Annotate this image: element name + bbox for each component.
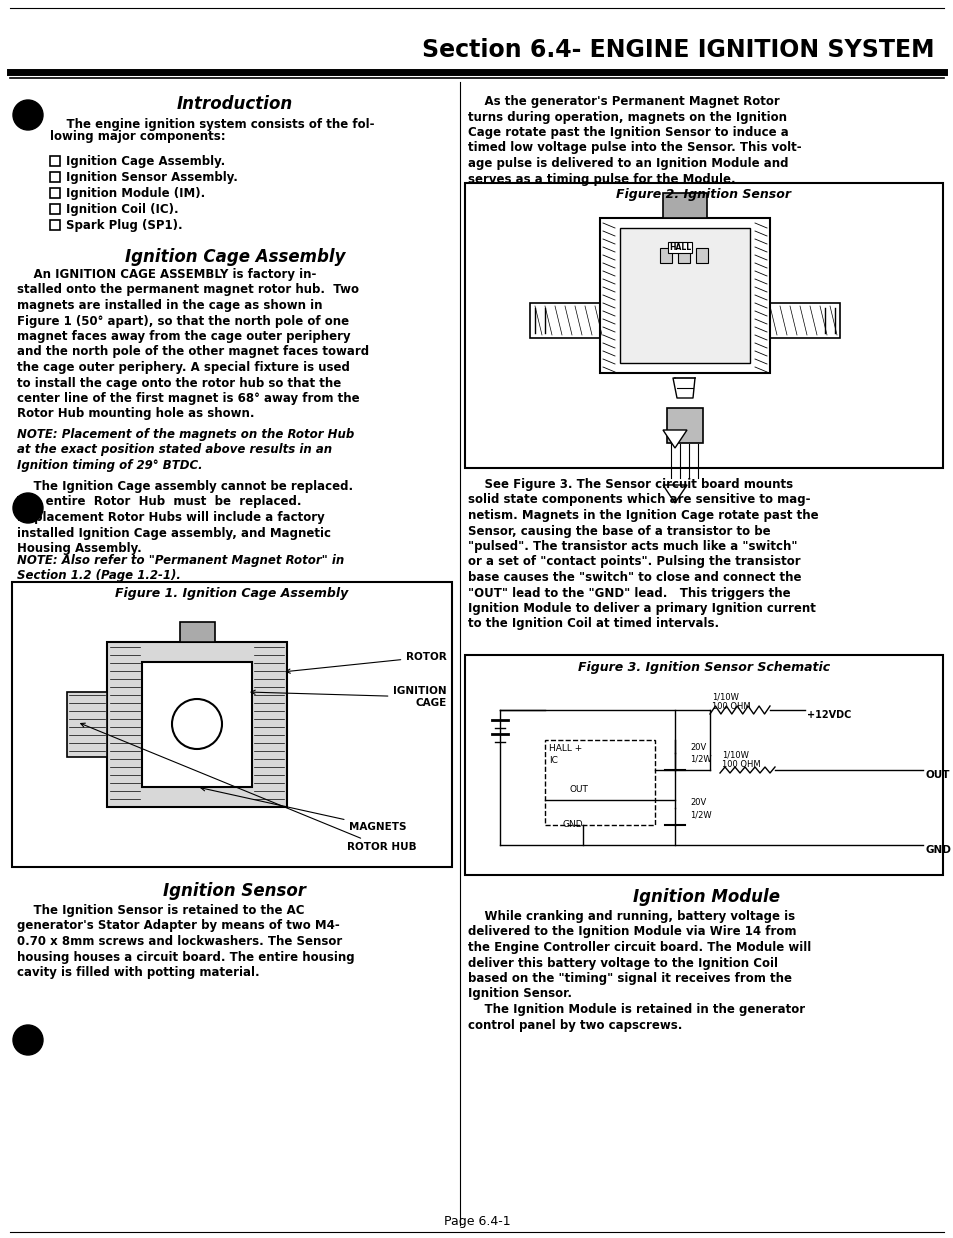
Text: 1/2W: 1/2W [689, 810, 711, 820]
Text: Ignition Cage Assembly.: Ignition Cage Assembly. [66, 155, 225, 168]
Bar [666, 409, 702, 443]
Text: OUT: OUT [925, 770, 949, 780]
Bar [696, 248, 707, 262]
Bar [142, 662, 252, 787]
Text: +12VDC: +12VDC [806, 711, 850, 721]
Text: Ignition Module: Ignition Module [633, 888, 780, 906]
Bar [50, 188, 60, 198]
Bar [50, 220, 60, 230]
Bar [107, 643, 287, 807]
Text: Ignition Cage Assembly: Ignition Cage Assembly [125, 248, 345, 266]
Bar [50, 172, 60, 182]
Circle shape [13, 100, 43, 130]
Bar [544, 740, 655, 825]
Bar [464, 183, 942, 468]
Text: Ignition Sensor Assembly.: Ignition Sensor Assembly. [66, 171, 237, 184]
Text: Ignition Module (IM).: Ignition Module (IM). [66, 187, 205, 201]
Text: Figure 1. Ignition Cage Assembly: Figure 1. Ignition Cage Assembly [115, 587, 348, 600]
Text: 1/2W: 1/2W [689, 755, 711, 764]
Text: An IGNITION CAGE ASSEMBLY is factory in-
stalled onto the permanent magnet rotor: An IGNITION CAGE ASSEMBLY is factory in-… [17, 267, 369, 421]
Text: IC: IC [548, 756, 558, 765]
Text: 100 OHM: 100 OHM [711, 702, 750, 711]
Bar [659, 248, 671, 262]
Bar [50, 156, 60, 166]
Text: While cranking and running, battery voltage is
delivered to the Ignition Module : While cranking and running, battery volt… [468, 910, 810, 1031]
Bar [599, 218, 769, 373]
Text: As the generator's Permanent Magnet Rotor
turns during operation, magnets on the: As the generator's Permanent Magnet Roto… [468, 95, 801, 186]
Text: The engine ignition system consists of the fol-: The engine ignition system consists of t… [50, 118, 375, 131]
Text: 1/10W: 1/10W [711, 692, 739, 701]
Text: HALL +: HALL + [548, 744, 581, 753]
Bar [530, 303, 840, 338]
Text: 20V: 20V [689, 743, 705, 751]
Text: OUT: OUT [569, 785, 588, 794]
Text: See Figure 3. The Sensor circuit board mounts
solid state components which are s: See Figure 3. The Sensor circuit board m… [468, 478, 818, 630]
Text: The Ignition Cage assembly cannot be replaced.
The entire  Rotor  Hub  must  be : The Ignition Cage assembly cannot be rep… [17, 480, 353, 555]
Circle shape [13, 1025, 43, 1055]
Text: Section 6.4- ENGINE IGNITION SYSTEM: Section 6.4- ENGINE IGNITION SYSTEM [422, 38, 934, 62]
Text: 20V: 20V [689, 799, 705, 807]
Text: The Ignition Sensor is retained to the AC
generator's Stator Adapter by means of: The Ignition Sensor is retained to the A… [17, 904, 355, 979]
Text: Introduction: Introduction [176, 95, 293, 113]
Bar [662, 193, 706, 218]
Text: HALL: HALL [668, 243, 690, 253]
Text: Ignition Coil (IC).: Ignition Coil (IC). [66, 203, 178, 215]
Text: MAGNETS: MAGNETS [201, 786, 407, 832]
Text: NOTE: Placement of the magnets on the Rotor Hub
at the exact position stated abo: NOTE: Placement of the magnets on the Ro… [17, 428, 354, 472]
Polygon shape [662, 485, 686, 503]
Text: Ignition Sensor: Ignition Sensor [163, 881, 306, 900]
Bar [678, 248, 689, 262]
Bar [180, 621, 214, 643]
Text: GND: GND [925, 846, 951, 855]
Text: ROTOR: ROTOR [286, 652, 447, 673]
Circle shape [13, 493, 43, 522]
Text: NOTE: Also refer to "Permanent Magnet Rotor" in
Section 1.2 (Page 1.2-1).: NOTE: Also refer to "Permanent Magnet Ro… [17, 553, 344, 583]
Bar [50, 204, 60, 214]
Bar [12, 582, 452, 867]
Text: ROTOR HUB: ROTOR HUB [81, 723, 416, 852]
Bar [67, 692, 107, 756]
Text: IGNITION
CAGE: IGNITION CAGE [251, 686, 447, 708]
Text: Spark Plug (SP1).: Spark Plug (SP1). [66, 219, 182, 232]
Polygon shape [662, 430, 686, 448]
Bar [619, 228, 749, 363]
Text: Figure 3. Ignition Sensor Schematic: Figure 3. Ignition Sensor Schematic [578, 661, 829, 673]
Text: lowing major components:: lowing major components: [50, 130, 226, 144]
Text: 100 OHM: 100 OHM [721, 760, 760, 769]
Bar [464, 655, 942, 875]
Circle shape [172, 699, 222, 749]
Text: GND: GND [562, 820, 583, 829]
Text: Figure 2. Ignition Sensor: Figure 2. Ignition Sensor [616, 188, 791, 201]
Text: 1/10W: 1/10W [721, 750, 748, 759]
Text: Page 6.4-1: Page 6.4-1 [443, 1216, 510, 1228]
